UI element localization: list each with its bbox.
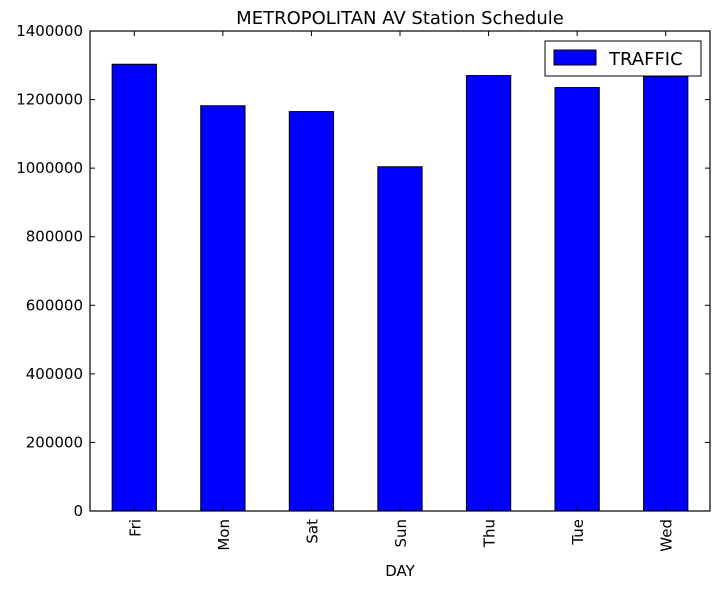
bar-fri <box>111 63 157 512</box>
bar-thu <box>465 75 512 512</box>
x-tick-label: Tue <box>569 519 587 546</box>
y-tick-label: 1200000 <box>16 91 83 109</box>
x-axis: Fri Mon Sat Sun Thu Tue Wed <box>126 31 676 552</box>
bars <box>111 63 689 512</box>
bar-sat <box>288 111 335 512</box>
x-tick-label: Mon <box>215 519 233 551</box>
y-tick-label: 1400000 <box>16 22 83 40</box>
x-tick-label: Wed <box>658 519 676 552</box>
y-tick-label: 200000 <box>26 433 83 451</box>
y-tick-label: 600000 <box>26 296 83 314</box>
x-tick-label: Sun <box>392 519 410 548</box>
legend-swatch <box>553 49 597 66</box>
x-tick-label: Sat <box>303 519 321 544</box>
legend: TRAFFIC <box>544 40 702 77</box>
bar-tue <box>554 87 600 512</box>
y-tick-label: 1000000 <box>16 159 83 177</box>
y-tick-label: 0 <box>73 502 83 520</box>
bar-wed <box>643 75 689 512</box>
bar-sun <box>377 166 423 512</box>
bar-mon <box>200 105 246 512</box>
plot-frame <box>89 30 711 512</box>
x-tick-label: Fri <box>126 519 144 537</box>
y-axis: 0 200000 400000 600000 800000 1000000 1200000 1… <box>16 22 710 520</box>
y-tick-label: 800000 <box>26 228 83 246</box>
x-tick-label: Thu <box>481 519 499 548</box>
chart-title: METROPOLITAN AV Station Schedule <box>236 8 564 29</box>
legend-label: TRAFFIC <box>608 49 683 70</box>
y-tick-label: 400000 <box>26 365 83 383</box>
x-axis-label: DAY <box>385 562 415 580</box>
